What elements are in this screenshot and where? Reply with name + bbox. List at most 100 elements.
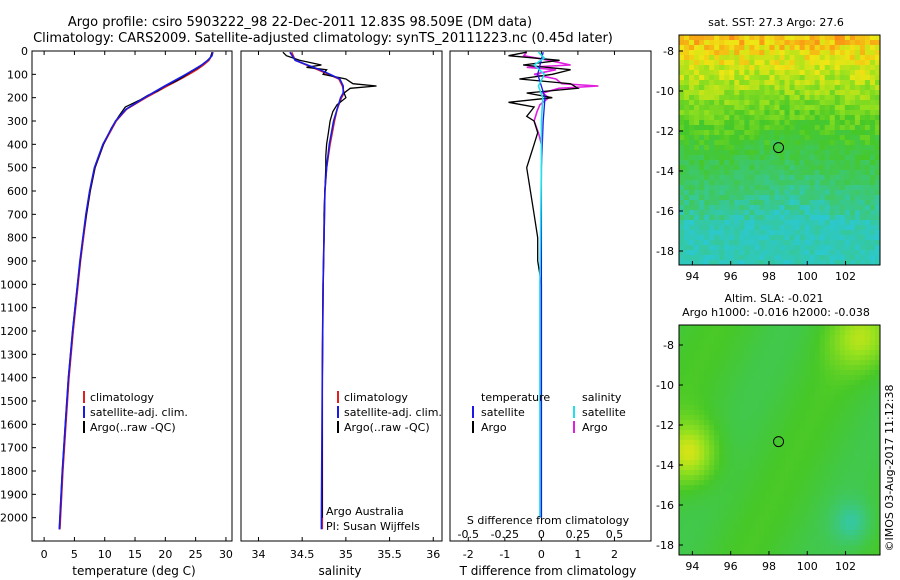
map-cell [774,245,781,251]
map-cell [854,225,861,231]
map-cell [684,550,690,556]
map-cell [719,395,725,401]
map-cell [739,205,745,211]
map-cell [779,370,786,376]
map-cell [834,445,841,451]
legend-label-argo: Argo(..raw -QC) [344,421,430,434]
map-cell [874,535,881,541]
map-cell [689,45,695,51]
map-cell [839,135,846,141]
map-cell [699,375,705,381]
map-cell [844,55,851,61]
map-cell [749,420,755,426]
map-cell [684,185,690,191]
map-cell [789,115,796,121]
map-cell [864,240,871,246]
map-cell [869,430,876,436]
map-cell [794,425,801,431]
map-cell [824,375,831,381]
map-cell [774,440,781,446]
map-cell [834,405,841,411]
map-cell [809,410,816,416]
map-cell [869,435,876,441]
map-cell [749,355,755,361]
map-cell [744,220,750,226]
map-cell [769,95,775,101]
map-cell [839,365,846,371]
map-cell [854,125,861,131]
map-cell [854,485,861,491]
map-cell [784,325,791,331]
map-cell [854,460,861,466]
map-cell [809,405,816,411]
map-cell [704,180,710,186]
map-cell [754,230,760,236]
map-cell [699,480,705,486]
map-cell [689,95,695,101]
map-cell [839,195,846,201]
map-cell [694,440,700,446]
map-cell [749,480,755,486]
map-cell [739,100,745,106]
map-cell [784,330,791,336]
map-cell [799,435,806,441]
map-cell [764,245,770,251]
map-cell [729,345,735,351]
map-cell [774,400,781,406]
map-cell [689,200,695,206]
argo-position-marker [773,436,785,448]
s-tick-label: -0.25 [491,528,519,541]
map-cell [849,520,856,526]
map-cell [824,120,831,126]
map-cell [799,525,806,531]
map-cell [824,95,831,101]
map-cell [789,260,796,266]
series-climatology [290,51,345,530]
map-cell [744,440,750,446]
map-cell [859,75,866,81]
map-cell [859,180,866,186]
map-cell [724,385,730,391]
map-x-tick-label: 100 [797,560,818,573]
map-cell [724,420,730,426]
map-cell [819,405,826,411]
map-cell [704,415,710,421]
map-cell [754,515,760,521]
map-cell [744,430,750,436]
map-cell [699,400,705,406]
map-cell [874,90,881,96]
map-cell [849,180,856,186]
map-cell [749,95,755,101]
map-cell [809,430,816,436]
map-y-tick-label: -12 [656,125,674,138]
map-cell [829,455,836,461]
map-cell [794,175,801,181]
map-cell [744,40,750,46]
map-cell [729,95,735,101]
map-cell [754,525,760,531]
map-cell [844,215,851,221]
map-cell [734,35,740,41]
map-cell [829,435,836,441]
map-cell [849,85,856,91]
map-cell [754,430,760,436]
map-cell [774,550,781,556]
map-cell [694,170,700,176]
map-cell [714,405,720,411]
map-cell [769,395,775,401]
map-cell [849,140,856,146]
map-cell [864,515,871,521]
map-cell [684,205,690,211]
map-cell [759,385,765,391]
map-cell [809,260,816,266]
map-cell [714,395,720,401]
map-cell [829,370,836,376]
map-cell [839,475,846,481]
map-cell [719,175,725,181]
map-cell [789,85,796,91]
map-cell [814,480,821,486]
map-cell [689,80,695,86]
map-cell [809,445,816,451]
map-cell [809,115,816,121]
map-cell [874,185,881,191]
